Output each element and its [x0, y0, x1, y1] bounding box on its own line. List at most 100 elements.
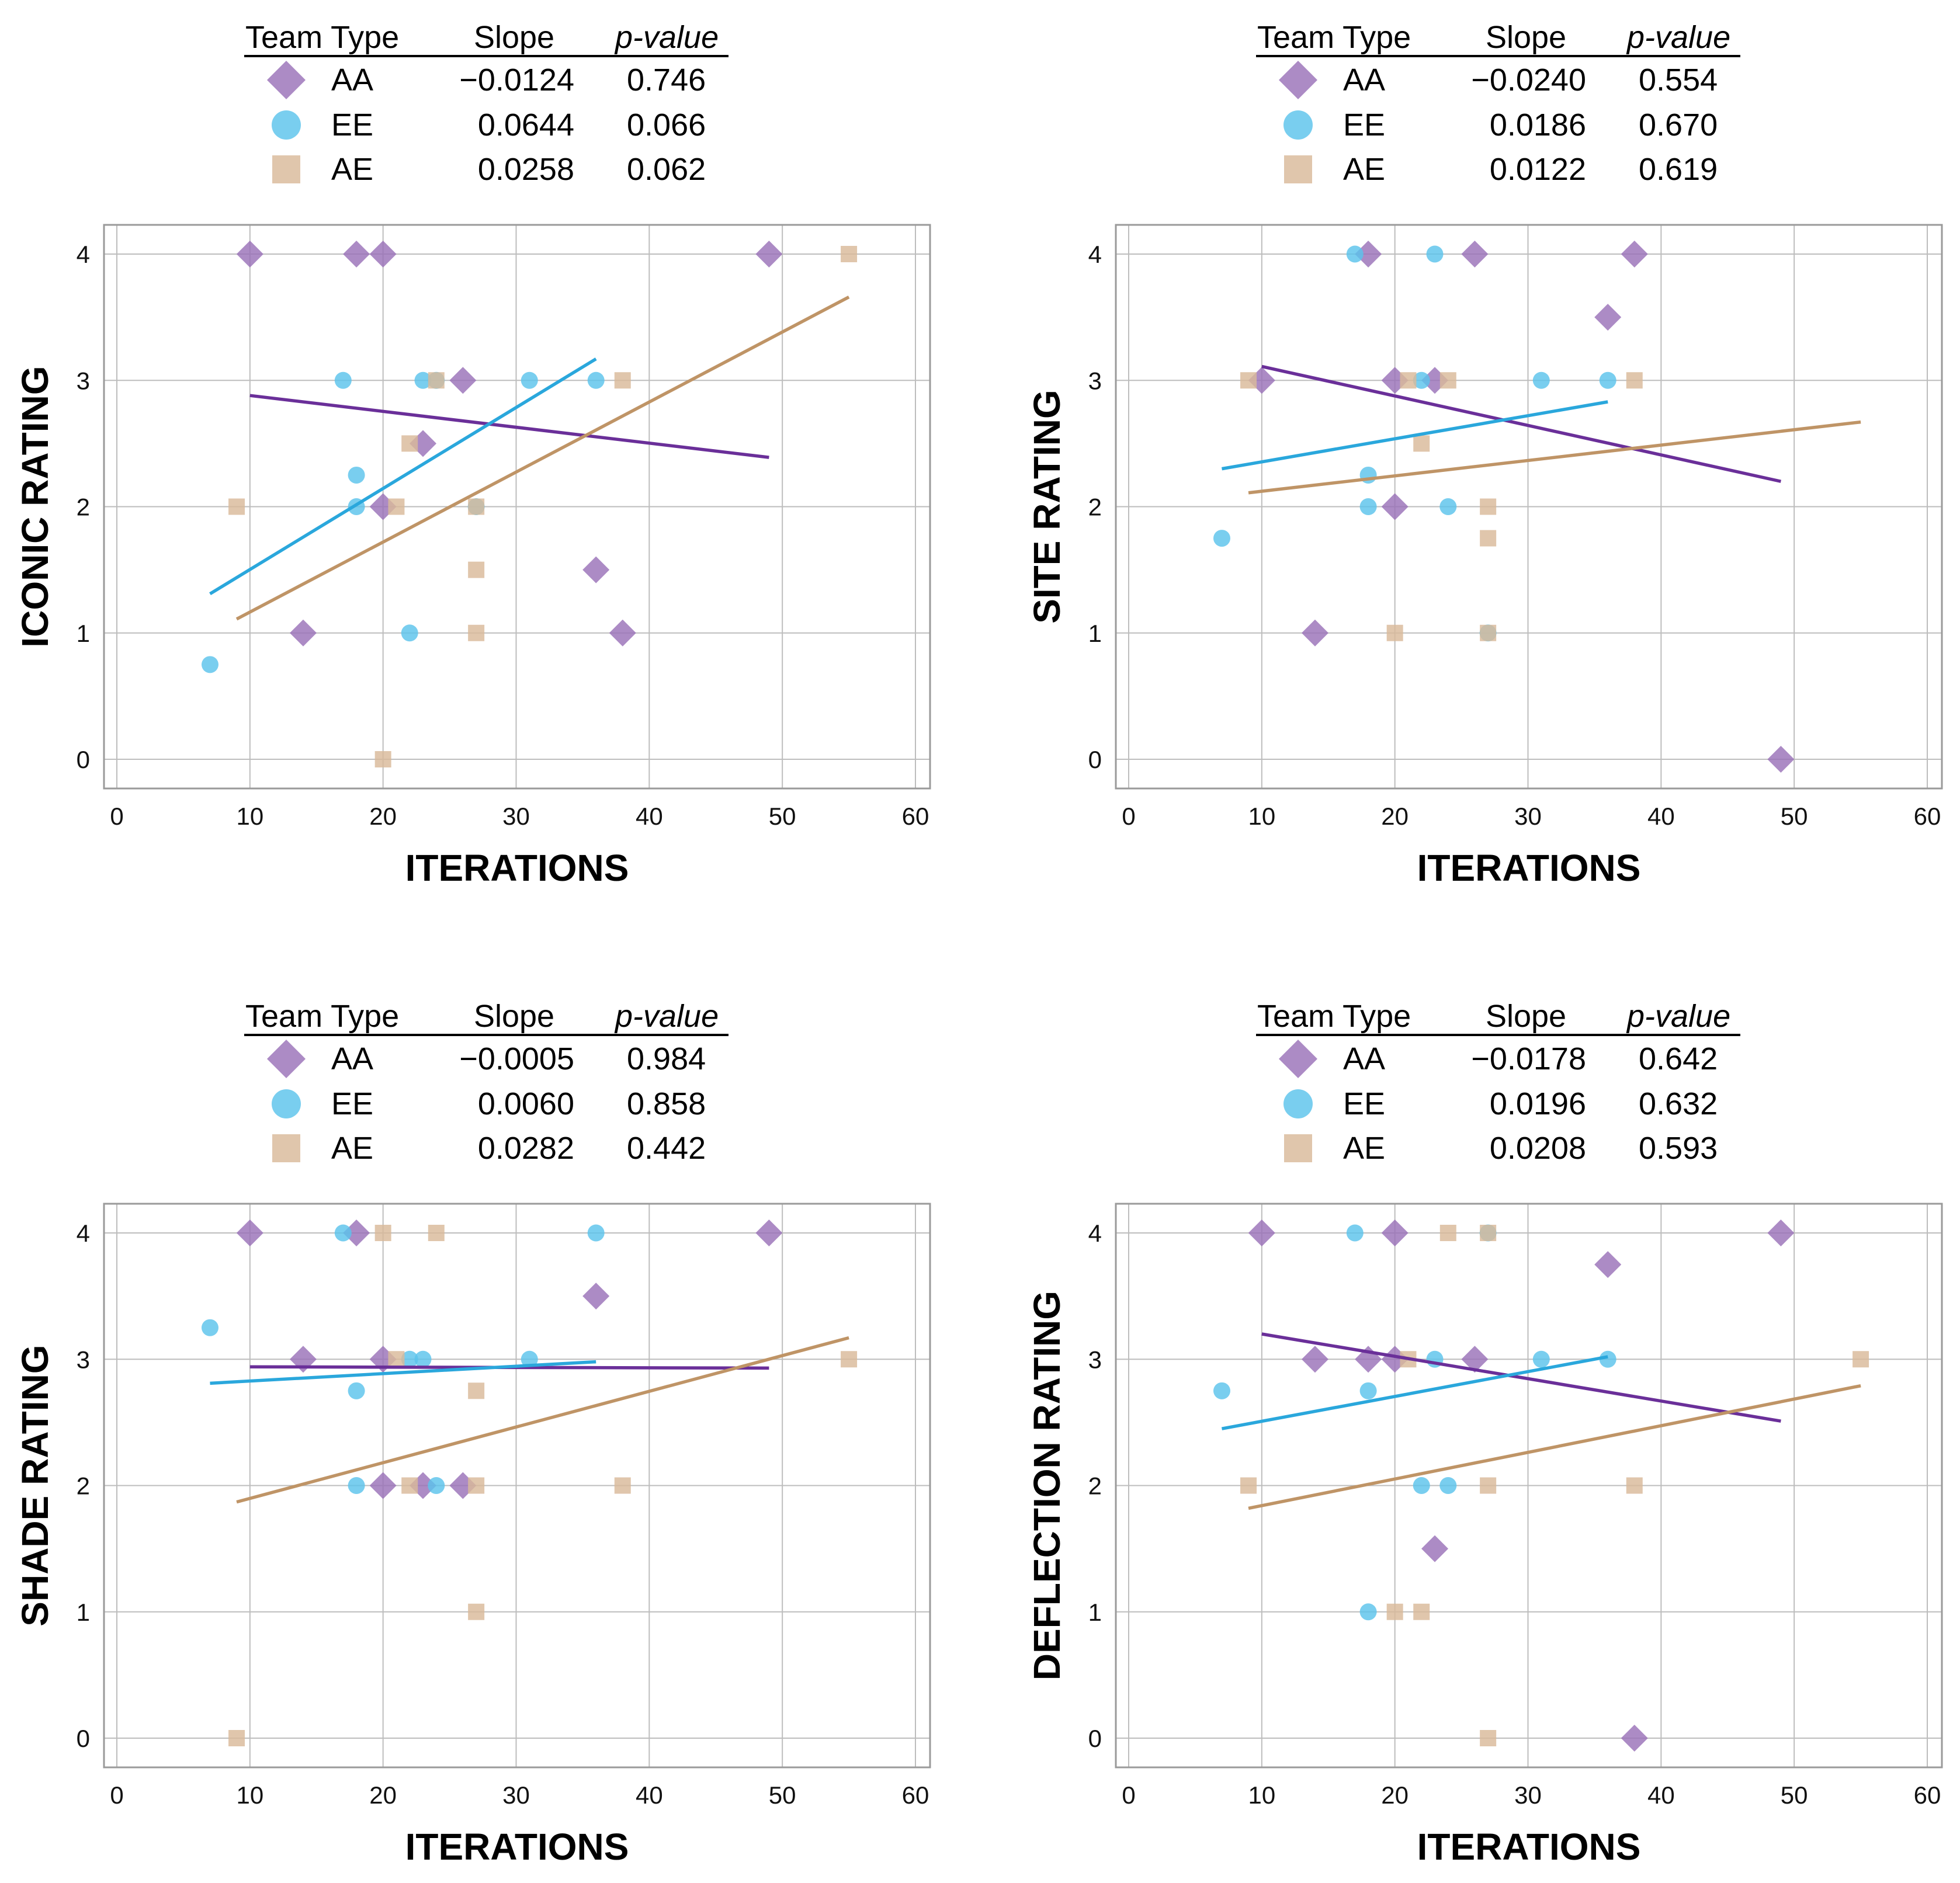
y-axis-title: ICONIC RATING	[14, 366, 56, 647]
legend-team-label: AA	[331, 62, 373, 98]
point-ae	[374, 1225, 391, 1241]
y-tick-label: 1	[77, 620, 90, 647]
legend-team-label: AA	[331, 1041, 373, 1076]
point-aa	[1421, 1535, 1449, 1562]
point-ae	[468, 1603, 485, 1620]
legend-slope-value: 0.0258	[478, 152, 574, 187]
point-aa	[289, 1346, 317, 1373]
point-ae	[401, 1477, 418, 1494]
point-ee	[414, 371, 432, 389]
point-ee	[201, 656, 218, 673]
y-tick-label: 1	[77, 1599, 90, 1626]
y-tick-label: 2	[77, 494, 90, 521]
point-ae	[374, 751, 391, 767]
point-ee	[401, 1350, 418, 1368]
point-aa	[1621, 241, 1648, 267]
legend-pvalue-value: 0.984	[627, 1041, 706, 1076]
point-ae	[841, 1351, 858, 1368]
point-ae	[228, 1730, 245, 1746]
point-ae	[468, 1382, 485, 1399]
x-tick-label: 0	[1122, 1781, 1135, 1809]
point-aa	[1461, 241, 1489, 267]
point-ae	[468, 624, 485, 641]
legend-header-team: Team Type	[1257, 999, 1411, 1034]
x-tick-label: 60	[1914, 802, 1941, 830]
point-ee	[1599, 371, 1616, 389]
point-ee	[1532, 1350, 1550, 1368]
x-tick-label: 10	[1248, 802, 1275, 830]
y-tick-label: 1	[1088, 620, 1102, 647]
point-ee	[1213, 530, 1230, 547]
legend-header-team: Team Type	[1257, 20, 1411, 55]
point-ae	[614, 1477, 631, 1494]
legend-marker-aa	[1279, 61, 1317, 99]
point-aa	[609, 619, 636, 647]
x-tick-label: 30	[1514, 802, 1542, 830]
x-tick-label: 0	[1122, 802, 1135, 830]
legend-pvalue-value: 0.746	[627, 62, 706, 98]
point-ae	[468, 498, 485, 515]
point-ee	[348, 1382, 365, 1399]
legend-marker-aa	[267, 1040, 306, 1078]
legend-marker-ee	[1283, 110, 1313, 140]
point-aa	[369, 1472, 397, 1499]
point-ae	[1480, 498, 1497, 515]
point-aa	[289, 619, 317, 647]
point-aa	[1355, 1346, 1382, 1373]
point-aa	[1248, 1220, 1275, 1246]
plot-frame	[1115, 1203, 1943, 1769]
point-ee	[1359, 1603, 1377, 1621]
legend-pvalue-value: 0.642	[1639, 1041, 1718, 1076]
point-ae	[1626, 372, 1643, 389]
legend-team-label: AE	[331, 1131, 373, 1166]
point-ae	[388, 1351, 405, 1368]
legend-pvalue-value: 0.554	[1639, 62, 1718, 98]
point-ae	[1413, 1603, 1430, 1620]
point-ee	[401, 624, 418, 642]
point-ae	[841, 246, 858, 262]
y-tick-label: 1	[1088, 1599, 1102, 1626]
point-ee	[1359, 498, 1377, 515]
legend-pvalue-value: 0.593	[1639, 1131, 1718, 1166]
legend-header-slope: Slope	[1486, 20, 1566, 55]
legend-slope-value: −0.0005	[459, 1041, 574, 1076]
point-aa	[755, 241, 783, 267]
point-ae	[428, 372, 445, 389]
point-ee	[348, 1477, 365, 1494]
x-tick-label: 40	[1647, 1781, 1675, 1809]
point-ae	[1480, 530, 1497, 547]
point-ee	[1532, 371, 1550, 389]
legend-marker-ae	[272, 155, 300, 183]
point-ae	[388, 498, 405, 515]
fit-line-ae	[1248, 420, 1861, 495]
chart-panel-1: 0 10 20 30 40 50 60 0 1 2 3 4 ITERATIONS ICONIC RATIN…	[14, 20, 931, 889]
legend-team-label: AE	[1343, 152, 1385, 187]
legend-slope-value: 0.0644	[478, 107, 574, 143]
x-tick-label: 0	[110, 802, 123, 830]
chart-panel-2: 0 10 20 30 40 50 60 0 1 2 3 4 ITERATIONS SITE RATING T…	[1026, 20, 1943, 889]
y-tick-label: 3	[77, 367, 90, 394]
point-ee	[428, 1477, 445, 1494]
fit-line-aa	[1261, 1332, 1781, 1423]
legend-slope-value: −0.0240	[1471, 62, 1586, 98]
y-tick-label: 0	[1088, 1725, 1102, 1752]
point-aa	[1461, 1346, 1489, 1373]
point-ae	[228, 498, 245, 515]
x-tick-label: 20	[1381, 1781, 1409, 1809]
x-tick-label: 60	[902, 802, 929, 830]
legend-header-pvalue: p-value	[614, 999, 719, 1034]
x-tick-label: 20	[369, 1781, 397, 1809]
y-tick-label: 4	[1088, 1220, 1102, 1247]
point-ae	[1439, 372, 1456, 389]
point-ae	[1480, 1225, 1497, 1241]
x-tick-label: 30	[502, 1781, 530, 1809]
legend-header-pvalue: p-value	[1626, 999, 1730, 1034]
x-tick-label: 60	[1914, 1781, 1941, 1809]
point-ae	[401, 435, 418, 452]
point-aa	[1248, 367, 1275, 394]
legend-slope-value: 0.0186	[1490, 107, 1586, 143]
point-aa	[1594, 304, 1622, 331]
legend-slope-value: 0.0282	[478, 1131, 574, 1166]
point-ae	[468, 561, 485, 578]
